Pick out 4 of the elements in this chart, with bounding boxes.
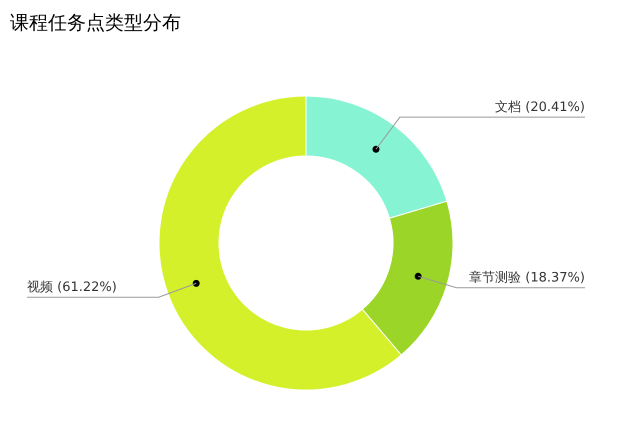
slice-label: 视频 (61.22%) [27,280,117,296]
slice-label: 章节测验 (18.37%) [469,270,585,286]
slice-label: 文档 (20.41%) [495,100,585,116]
chart-title: 课程任务点类型分布 [10,12,181,34]
